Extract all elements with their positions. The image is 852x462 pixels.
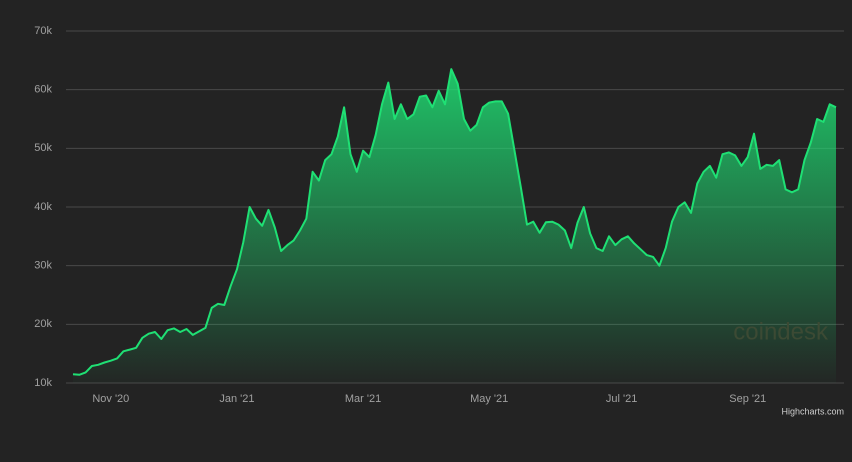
y-tick-label: 50k	[34, 142, 52, 154]
y-tick-label: 40k	[34, 201, 52, 213]
y-tick-label: 20k	[34, 318, 52, 330]
x-tick-label: Jan '21	[219, 393, 254, 405]
area	[73, 69, 836, 383]
x-tick-label: Mar '21	[345, 393, 381, 405]
x-tick-label: Jul '21	[606, 393, 637, 405]
y-tick-label: 10k	[34, 377, 52, 389]
x-tick-label: Nov '20	[92, 393, 129, 405]
line	[72, 68, 837, 376]
credits[interactable]: Highcharts.com	[781, 406, 844, 416]
y-tick-label: 70k	[34, 25, 52, 37]
y-tick-label: 60k	[34, 84, 52, 96]
y-tick-label: 30k	[34, 260, 52, 272]
x-tick-label: May '21	[470, 393, 508, 405]
watermark: coindesk	[733, 318, 829, 345]
x-tick-label: Sep '21	[729, 393, 766, 405]
